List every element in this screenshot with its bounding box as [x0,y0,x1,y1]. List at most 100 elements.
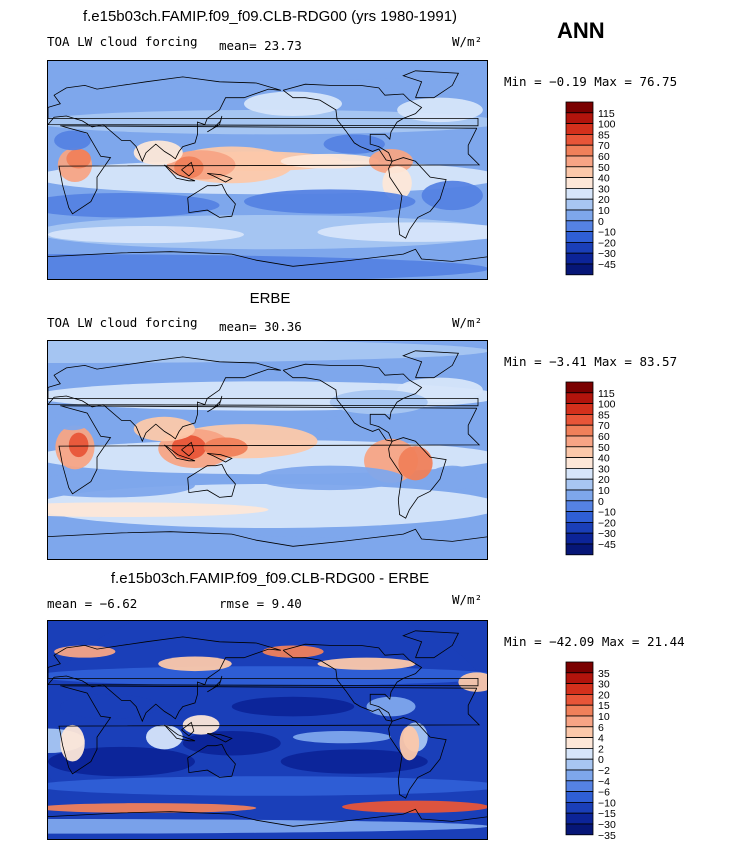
colorbar-level-label: −30 [598,248,616,260]
panel2-mean-label: mean= 30.36 [219,319,302,334]
colorbar-level-label: 40 [598,453,610,465]
coastline [58,685,481,775]
colorbar-level-label: −10 [598,507,616,519]
colorbar-box [565,532,594,545]
colorbar-box [565,694,594,706]
colorbar-box [565,661,594,674]
colorbar-box [565,112,594,125]
colorbar-box [565,134,594,146]
field-contour-region [323,414,385,434]
coastline [282,363,423,442]
colorbar-level-label: 30 [598,463,610,475]
coastline [48,76,479,163]
coastline [402,630,460,659]
coastline [388,437,447,519]
panel2-map-svg [48,341,487,559]
coastline [48,356,479,443]
field-contour-region [323,134,385,154]
colorbar-level-label: −20 [598,237,616,249]
field-contour-region [317,222,487,242]
panel3-rmse-label: rmse = 9.40 [219,596,302,611]
coastline [187,463,236,498]
colorbar-level-label: 4 [598,733,604,745]
coastline [388,157,447,239]
field-contour-region [48,502,269,517]
colorbar-box [565,791,594,803]
colorbar-level-label: −35 [598,830,616,842]
field-contour-region [182,731,281,756]
colorbar-box [565,521,594,534]
colorbar-level-label: 0 [598,496,604,508]
coastline [164,444,196,462]
colorbar-box [565,683,594,695]
colorbar-box [565,231,594,243]
field-contour-region [54,645,116,658]
field-contour-region [280,749,428,774]
colorbar-level-label: −30 [598,819,616,831]
field-contour-region [366,696,416,717]
panel2-variable-label: TOA LW cloud forcing [47,315,198,330]
coastline [207,395,223,413]
colorbar-box [565,704,594,717]
field-contour-region [329,389,428,415]
colorbar-level-label: −4 [598,776,610,788]
colorbar-box [565,188,594,200]
colorbar-level-label: −2 [598,765,610,777]
panel3-map [47,620,488,840]
field-contour-region [427,465,477,491]
panel2-colorbar: 115 100 85 70 60 50 40 30 20 10 0 −10 −20 −30 −45 [565,381,616,556]
colorbar-box [565,414,594,426]
coastline [402,70,460,99]
colorbar-level-label: 0 [598,216,604,228]
coastline [207,675,223,693]
colorbar-level-label: 60 [598,151,610,163]
coastline [187,183,236,218]
coastline [181,161,195,177]
field-contour-region [231,696,355,717]
colorbar-level-label: 2 [598,743,604,755]
colorbar-box [565,489,594,502]
coastline [207,173,233,183]
field-contour-region [244,189,416,214]
field-contour-region [421,180,483,211]
colorbar-box [565,801,594,814]
colorbar-level-label: 0 [598,754,604,766]
panel3-title: f.e15b03ch.FAMIP.f09_f09.CLB-RDG00 - ERB… [110,570,430,587]
field-contour-region [48,803,257,813]
coastline [388,717,447,799]
coastline [58,405,481,495]
colorbar-level-label: 40 [598,173,610,185]
field-contour-region [280,153,379,169]
field-contour-region [48,61,487,83]
colorbar-box [565,155,594,168]
colorbar-level-label: −10 [598,227,616,239]
colorbar-box [565,198,594,211]
colorbar-level-label: 60 [598,431,610,443]
colorbar-box [565,166,594,179]
field-contour-region [48,746,195,777]
colorbar-level-label: 20 [598,689,610,701]
field-contour-region [48,666,487,686]
panel3-colorbar: 35 30 20 15 10 6 4 2 0 −2 −4 −6 −10 −15 −30 −35 [565,661,616,842]
field-contour-region [48,109,487,135]
field-contour-region [397,97,483,123]
colorbar-level-label: 115 [598,108,615,120]
coastline [181,721,195,737]
colorbar-box [565,435,594,448]
coastline [207,733,233,743]
panel1-minmax: Min = −0.19 Max = 76.75 [504,74,678,89]
field-contour-region [48,226,244,244]
colorbar-level-label: −45 [598,259,616,271]
colorbar-level-label: −45 [598,539,616,551]
coastline [164,164,196,182]
coastline [164,724,196,742]
colorbar-level-label: 20 [598,474,610,486]
field-contour-region [133,416,195,442]
coastline [207,115,223,133]
colorbar-box [565,758,594,771]
colorbar-level-label: 10 [598,205,610,217]
colorbar-box [565,177,594,189]
field-contour-region [60,724,85,762]
panel2-title: ERBE [249,290,291,307]
